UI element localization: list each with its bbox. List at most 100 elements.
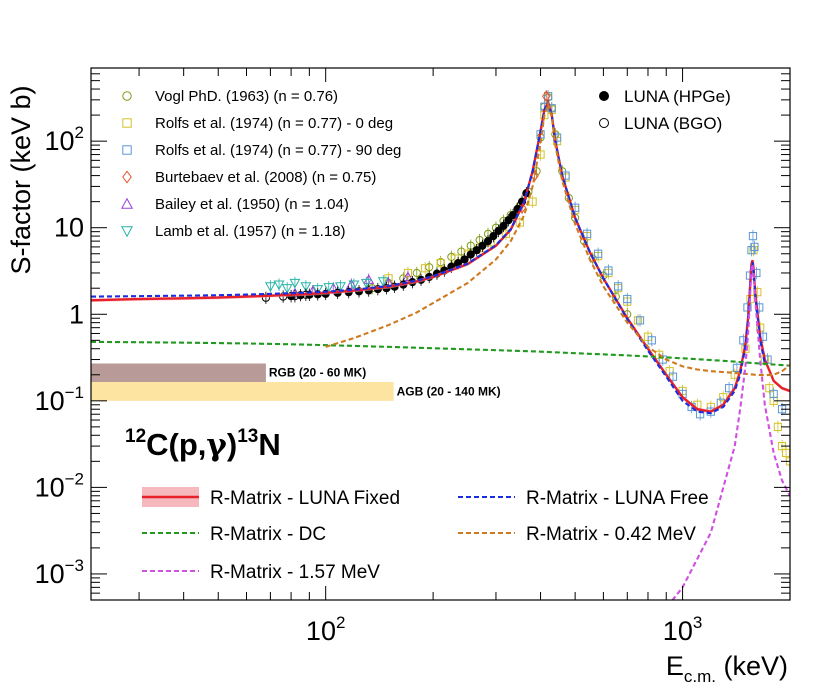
data-point xyxy=(515,218,524,227)
data-point xyxy=(273,280,285,291)
data-point xyxy=(457,247,466,256)
legend-item-r-matrix-luna-fixed: R-Matrix - LUNA Fixed xyxy=(142,487,400,509)
data-point xyxy=(466,250,475,259)
legend-marker xyxy=(122,91,132,101)
legend-label: Vogl PhD. (1963) (n = 0.76) xyxy=(155,88,338,105)
legend-item-vogl-phd-1963-n-0-76: Vogl PhD. (1963) (n = 0.76) xyxy=(122,88,338,105)
data-point xyxy=(765,384,774,393)
data-point xyxy=(748,231,758,241)
data-point xyxy=(489,231,498,241)
legend-marker xyxy=(120,226,134,238)
data-point xyxy=(436,259,445,268)
legend-label: R-Matrix - 1.57 MeV xyxy=(210,562,380,583)
series-lamb-et-al-1957-n-1-18 xyxy=(264,275,389,296)
legend-marker xyxy=(599,118,609,128)
legend-label: Rolfs et al. (1974) (n = 0.77) - 0 deg xyxy=(155,115,393,132)
data-point xyxy=(402,271,414,282)
data-point xyxy=(421,264,430,273)
legend-label: Rolfs et al. (1974) (n = 0.77) - 90 deg xyxy=(155,142,401,159)
data-point xyxy=(623,294,632,304)
band-label-rgb-20-60-mk: RGB (20 - 60 MK) xyxy=(269,366,366,380)
legend-item-rolfs-et-al-1974-n-0-77-0-deg: Rolfs et al. (1974) (n = 0.77) - 0 deg xyxy=(122,115,393,132)
legend-marker xyxy=(120,197,134,209)
data-point xyxy=(647,336,656,345)
y-tick-label: 10−3 xyxy=(35,556,84,589)
x-tick-label: 102 xyxy=(306,613,346,646)
data-point xyxy=(719,393,728,402)
tick-labels: 10−3 10−2 10−1 1 10 102 102 103 xyxy=(35,123,703,646)
data-point xyxy=(289,278,301,289)
data-point xyxy=(668,372,678,381)
temperature-bands: RGB (20 - 60 MK) AGB (20 - 140 MK) xyxy=(91,363,501,401)
data-point xyxy=(542,90,551,103)
data-point xyxy=(494,226,503,235)
legend-data-sets: Vogl PhD. (1963) (n = 0.76) Rolfs et al. … xyxy=(120,88,401,240)
curve-r-matrix-0-42-mev xyxy=(325,100,790,377)
data-point xyxy=(614,282,623,291)
data-point xyxy=(501,229,511,238)
band-agb-20-140-mk xyxy=(91,382,394,401)
data-point xyxy=(281,284,293,294)
legend-item-r-matrix-0-42-mev: R-Matrix - 0.42 MeV xyxy=(458,524,696,545)
data-point xyxy=(483,237,493,246)
legend-item-luna-hpge: LUNA (HPGe) xyxy=(599,87,731,106)
x-axis-label: Ec.m. (keV) xyxy=(666,651,788,684)
legend-marker xyxy=(122,118,132,128)
legend-label: R-Matrix - DC xyxy=(210,524,326,545)
data-point xyxy=(323,283,335,293)
data-point xyxy=(472,246,481,255)
legend-label: LUNA (HPGe) xyxy=(624,87,731,106)
data-point xyxy=(264,282,276,292)
data-point xyxy=(412,268,421,278)
data-point xyxy=(499,221,508,230)
data-point xyxy=(312,285,324,295)
data-point xyxy=(743,303,752,312)
series-rolfs-et-al-1974-n-0-77-0-deg xyxy=(384,90,790,468)
data-point xyxy=(360,278,372,289)
data-point xyxy=(504,216,513,225)
legend-label: LUNA (BGO) xyxy=(624,114,722,133)
legend-label: R-Matrix - LUNA Free xyxy=(526,488,709,509)
curve-r-matrix-1-57-mev xyxy=(671,263,790,600)
data-point xyxy=(582,229,592,238)
legend-label: Burtebaev et al. (2008) (n = 0.75) xyxy=(155,169,376,186)
y-tick-label: 10−2 xyxy=(35,469,84,502)
legend-item-bailey-et-al-1950-n-1-04: Bailey et al. (1950) (n = 1.04) xyxy=(120,196,349,213)
band-rgb-20-60-mk xyxy=(91,363,266,383)
data-point xyxy=(594,249,603,258)
y-axis-label: S-factor (keV b) xyxy=(6,85,36,274)
series-rolfs-et-al-1974-n-0-77-90-deg xyxy=(536,90,787,421)
data-point xyxy=(300,282,312,292)
data-point xyxy=(769,389,778,399)
legend-marker xyxy=(599,91,609,101)
legend-marker xyxy=(122,170,132,184)
legend-label: Bailey et al. (1950) (n = 1.04) xyxy=(155,196,349,213)
y-tick-label: 10−1 xyxy=(35,383,84,416)
data-point xyxy=(460,255,469,264)
series-vogl-phd-1963-n-0-76 xyxy=(368,91,632,321)
curve-r-matrix-dc xyxy=(91,340,790,367)
legend-item-r-matrix-dc: R-Matrix - DC xyxy=(142,524,326,545)
legend-luna: LUNA (HPGe) LUNA (BGO) xyxy=(599,87,731,133)
data-point xyxy=(334,282,346,292)
data-point xyxy=(604,266,613,275)
legend-item-r-matrix-luna-free: R-Matrix - LUNA Free xyxy=(458,488,709,509)
legend-label: R-Matrix - 0.42 MeV xyxy=(526,524,696,545)
y-tick-label: 102 xyxy=(44,123,84,156)
axis-ticks xyxy=(91,67,791,601)
legend-marker xyxy=(122,145,132,155)
legend-item-lamb-et-al-1957-n-1-18: Lamb et al. (1957) (n = 1.18) xyxy=(120,223,346,240)
band-label-agb-20-140-mk: AGB (20 - 140 MK) xyxy=(397,384,501,398)
legend-item-rolfs-et-al-1974-n-0-77-90-deg: Rolfs et al. (1974) (n = 0.77) - 90 deg xyxy=(122,142,401,159)
x-tick-label: 103 xyxy=(663,613,703,646)
data-point xyxy=(753,288,762,297)
data-point xyxy=(635,316,645,325)
y-tick-label: 10 xyxy=(54,213,84,243)
data-point xyxy=(478,241,487,250)
reaction-label: 12C(p,γ)13N xyxy=(125,426,281,463)
y-tick-label: 1 xyxy=(69,299,84,329)
legend-label: R-Matrix - LUNA Fixed xyxy=(210,488,400,509)
data-point xyxy=(750,242,759,252)
legend-label: Lamb et al. (1957) (n = 1.18) xyxy=(155,223,346,240)
